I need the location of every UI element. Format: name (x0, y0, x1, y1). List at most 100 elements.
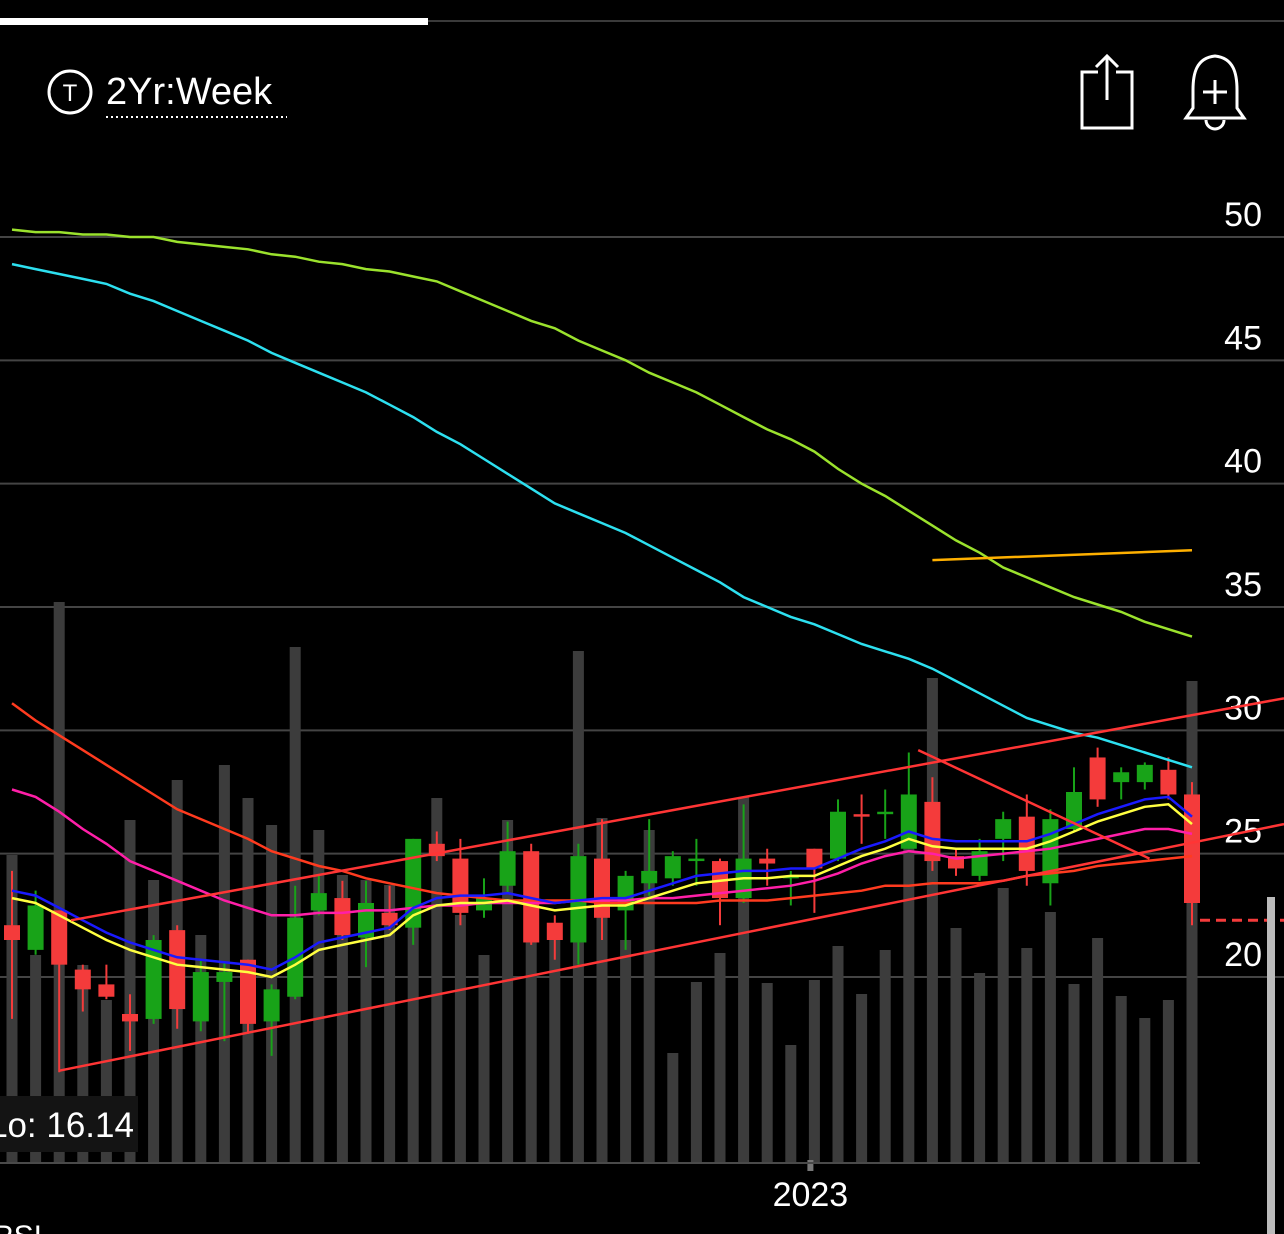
trend-line (58, 822, 1284, 1072)
volume-bar (1044, 912, 1056, 1162)
candle-body (216, 972, 233, 982)
candle-body (1113, 772, 1130, 783)
candle-body (310, 893, 327, 911)
share-button[interactable] (1080, 53, 1134, 130)
candle-body (900, 794, 917, 849)
y-tick-label: 45 (1224, 319, 1262, 357)
range-icon (47, 69, 93, 115)
volume-bar (738, 797, 750, 1162)
volume-bar (1021, 948, 1033, 1162)
candle-body (806, 848, 823, 869)
moving-average (11, 228, 1193, 638)
volume-bar (53, 602, 65, 1162)
volume-bar (1139, 1018, 1151, 1162)
volume-bar (997, 888, 1009, 1162)
candle-body (995, 819, 1012, 839)
volume-bar (478, 955, 490, 1162)
range-label: 2Yr:Week (106, 71, 273, 113)
volume-bar (620, 940, 632, 1162)
volume-bar (407, 905, 419, 1162)
candle-body (1160, 769, 1177, 795)
volume-bar (903, 845, 915, 1162)
volume-bar (431, 798, 443, 1162)
volume-bar (30, 955, 42, 1162)
moving-average (11, 803, 1193, 979)
volume-bar (502, 820, 514, 1162)
moving-average (11, 795, 1193, 971)
y-tick-label: 40 (1224, 443, 1262, 481)
candle-body (594, 858, 610, 918)
candle-body (169, 930, 186, 1010)
candle-body (1018, 816, 1035, 871)
volume-bar (313, 830, 325, 1162)
share-icon-head (1094, 53, 1120, 69)
volume-bar (1115, 996, 1127, 1162)
volume-bar (643, 830, 655, 1162)
volume-bar (879, 950, 891, 1162)
volume-bar (596, 818, 608, 1162)
indicator-label: RSI (0, 1220, 42, 1234)
candle-body (688, 858, 705, 862)
candle-body (334, 898, 351, 936)
volume-bar (690, 982, 702, 1162)
candle-body (381, 912, 398, 926)
low-annotation: Lo: 16.14 (0, 1106, 134, 1145)
share-icon-box (1080, 70, 1134, 130)
volume-bar (667, 1053, 679, 1162)
volume-bar (974, 973, 986, 1162)
trend-line (932, 549, 1193, 562)
candle-body (27, 905, 44, 950)
progress-bar (0, 18, 428, 25)
candle-body (263, 989, 280, 1022)
volume-bar (336, 875, 348, 1162)
candle-body (122, 1014, 138, 1022)
candle-body (98, 984, 115, 997)
y-tick-label: 20 (1224, 936, 1262, 974)
volume-bar (1162, 1000, 1174, 1162)
range-icon-letter: T (63, 80, 78, 107)
annotation-box (0, 1096, 138, 1152)
candle-body (240, 959, 256, 1024)
candle-body (192, 972, 209, 1022)
volume-bar (195, 935, 207, 1162)
scroll-indicator (1267, 897, 1275, 1234)
volume-bar (1092, 938, 1104, 1162)
candle-body (499, 851, 516, 886)
volume-bar (454, 915, 466, 1162)
bell-icon (1183, 54, 1247, 120)
volume-bar (549, 940, 561, 1162)
candle-body (853, 814, 870, 817)
bell-clapper (1204, 119, 1226, 131)
candle-body (877, 811, 894, 815)
candle-body (830, 811, 846, 859)
volume-bar (714, 953, 726, 1162)
volume-bar (1068, 984, 1080, 1162)
candle-body (74, 969, 91, 990)
y-tick-label: 35 (1224, 566, 1262, 604)
candle-body (1089, 757, 1106, 800)
volume-bar (124, 820, 136, 1162)
candle-body (759, 858, 776, 864)
candle-body (664, 856, 681, 879)
volume-bar (808, 980, 820, 1162)
volume-bar (785, 1045, 797, 1162)
volume-bar (100, 1000, 112, 1162)
range-selector[interactable]: T 2Yr:Week (47, 69, 287, 118)
volume-bar (525, 880, 537, 1162)
alert-button[interactable] (1183, 54, 1247, 131)
volume-bar (761, 983, 773, 1162)
candle-body (452, 858, 469, 913)
candle-body (4, 925, 20, 940)
volume-bar (926, 678, 938, 1162)
y-tick-label: 50 (1224, 196, 1262, 234)
volume-bar (832, 946, 844, 1162)
candle-body (1066, 792, 1082, 829)
volume-bar (360, 880, 372, 1162)
candle-body (51, 910, 68, 965)
volume-bar (950, 928, 962, 1162)
x-tick-label: 2023 (773, 1176, 849, 1214)
candle-body (546, 922, 563, 940)
